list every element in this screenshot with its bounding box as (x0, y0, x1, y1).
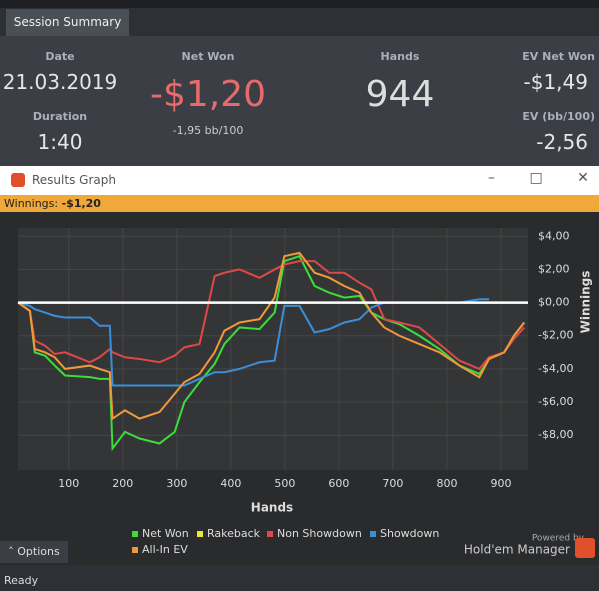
ev-bb: -2,56 (536, 130, 588, 154)
legend-swatch (132, 547, 138, 553)
powered-by: Powered by (532, 534, 585, 544)
x-tick-label: 100 (58, 477, 79, 490)
hands: 944 (365, 74, 435, 115)
banner-value: -$1,20 (61, 197, 101, 210)
series-line (17, 260, 525, 371)
y-tick-label: $2,00 (538, 262, 570, 275)
legend-label: All-In EV (142, 543, 188, 556)
y-tick-label: -$8,00 (538, 428, 573, 441)
series-line (17, 251, 526, 421)
x-tick-label: 500 (274, 477, 295, 490)
app-icon (11, 173, 25, 187)
plot-bg (18, 228, 528, 470)
ev-bb-label: EV (bb/100) (522, 110, 595, 123)
series-line (17, 254, 526, 452)
window-titlebar (0, 166, 599, 195)
y-tick-label: -$6,00 (538, 395, 573, 408)
duration: 1:40 (37, 130, 83, 154)
window-controls[interactable]: – □ ✕ (488, 170, 589, 186)
x-tick-label: 200 (112, 477, 133, 490)
net-won-label: Net Won (181, 50, 235, 63)
product: Hold'em Manager (464, 543, 570, 557)
ev-net-won-label: EV Net Won (522, 50, 595, 63)
net-won-bb: -1,95 bb/100 (172, 124, 244, 137)
x-axis-label: Hands (251, 501, 293, 515)
summary-panel (0, 36, 599, 166)
x-tick-label: 900 (490, 477, 511, 490)
legend-swatch (132, 531, 138, 537)
tab[interactable]: Session Summary (6, 9, 129, 36)
y-tick-label: $4,00 (538, 229, 570, 242)
status-bar: Ready (0, 570, 599, 591)
options-button[interactable]: ˄ Options (0, 541, 68, 563)
options-label: Options (17, 545, 60, 558)
hands-label: Hands (380, 50, 420, 63)
x-tick-label: 800 (436, 477, 457, 490)
x-tick-label: 300 (166, 477, 187, 490)
top-bar (0, 0, 599, 8)
ev-net-won: -$1,49 (523, 70, 588, 94)
logo (575, 538, 595, 558)
y-tick-label: $0,00 (538, 296, 570, 309)
x-tick-label: 700 (382, 477, 403, 490)
legend-swatch (370, 531, 376, 537)
legend-swatch (197, 531, 203, 537)
legend-label: Net Won (142, 527, 189, 540)
duration-label: Duration (32, 110, 88, 123)
net-won: -$1,20 (149, 74, 267, 115)
window-title: Results Graph (32, 173, 116, 187)
legend-swatch (267, 531, 273, 537)
y-tick-label: -$2,00 (538, 329, 573, 342)
date-label: Date (45, 50, 75, 63)
y-tick-label: -$4,00 (538, 362, 573, 375)
legend-label: Showdown (380, 527, 439, 540)
legend-label: Rakeback (207, 527, 261, 540)
x-tick-label: 400 (220, 477, 241, 490)
banner: Winnings: -$1,20 (0, 195, 599, 212)
legend-label: Non Showdown (277, 527, 362, 540)
chart: Hands Winnings Powered by Hold'em Manage… (0, 212, 599, 565)
x-tick-label: 600 (328, 477, 349, 490)
date: 21.03.2019 (2, 70, 118, 94)
y-axis-label: Winnings (579, 271, 593, 334)
banner-label: Winnings: (4, 197, 59, 210)
